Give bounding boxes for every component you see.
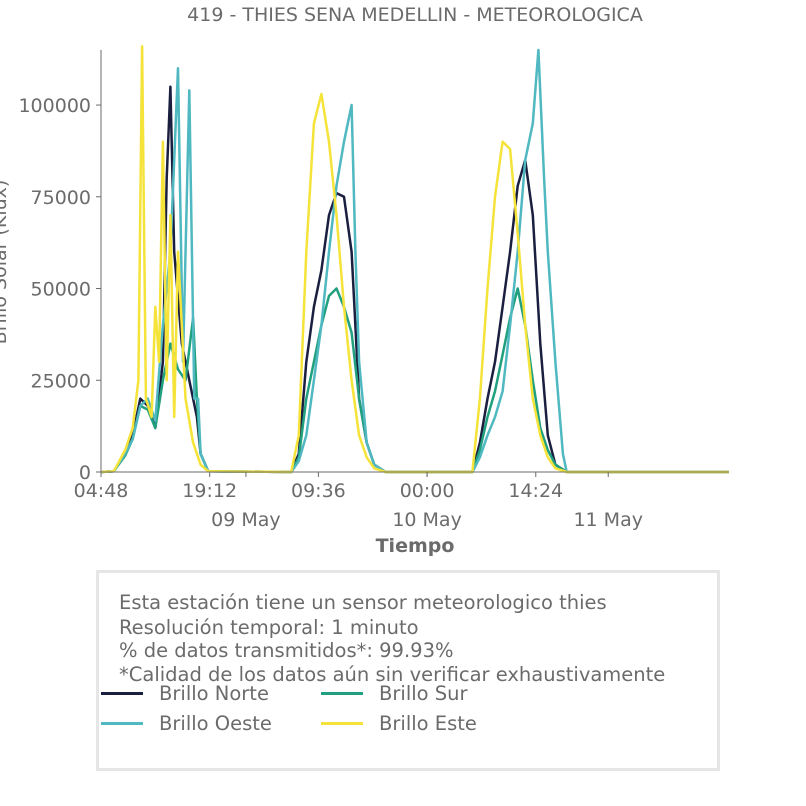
legend-label-brillo-norte: Brillo Norte (159, 681, 269, 705)
x-date-label: 09 May (211, 509, 281, 531)
y-tick-label: 0 (79, 462, 91, 484)
y-tick-label: 75000 (31, 187, 91, 209)
legend-item-brillo-este[interactable]: Brillo Este (321, 710, 477, 736)
x-tick-label: 04:48 (74, 480, 129, 502)
x-date-label: 10 May (392, 509, 462, 531)
legend-label-brillo-este: Brillo Este (379, 711, 477, 735)
legend-item-brillo-sur[interactable]: Brillo Sur (321, 680, 468, 706)
y-tick-label: 100000 (18, 95, 91, 117)
x-tick-label: 19:12 (182, 480, 237, 502)
series-line-brillo-norte (100, 85, 729, 474)
legend-swatch-brillo-oeste (101, 721, 143, 725)
axes-layer: 0 25000 50000 75000 100000 04:48 19:12 09:36 00:… (18, 50, 729, 531)
series-line-brillo-oeste (100, 48, 729, 474)
y-axis-title: Brillo Solar (Klux) (0, 180, 11, 345)
data-transmitted: % de datos transmitidos*: 99.93% (119, 639, 454, 662)
x-tick-label: 09:36 (291, 480, 346, 502)
legend-label-brillo-sur: Brillo Sur (379, 681, 468, 705)
legend-label-brillo-oeste: Brillo Oeste (159, 711, 272, 735)
series-layer (100, 45, 729, 474)
info-box: Esta estación tiene un sensor meteorolog… (96, 570, 720, 771)
x-tick-label: 00:00 (400, 480, 455, 502)
temporal-resolution: Resolución temporal: 1 minuto (119, 616, 419, 639)
legend-item-brillo-norte[interactable]: Brillo Norte (101, 680, 269, 706)
series-line-brillo-sur (100, 287, 729, 474)
legend-item-brillo-oeste[interactable]: Brillo Oeste (101, 710, 272, 736)
x-date-label: 11 May (573, 509, 643, 531)
x-tick-label: 14:24 (508, 480, 563, 502)
legend-swatch-brillo-este (321, 721, 363, 725)
chart: 419 - THIES SENA MEDELLIN - METEOROLOGIC… (0, 4, 729, 557)
y-tick-label: 50000 (31, 279, 91, 301)
x-axis-title: Tiempo (376, 535, 455, 557)
data-quality-note: *Calidad de los datos aún sin verificar … (119, 663, 666, 686)
station-description: Esta estación tiene un sensor meteorolog… (119, 591, 607, 614)
chart-title: 419 - THIES SENA MEDELLIN - METEOROLOGIC… (187, 4, 643, 26)
y-tick-label: 25000 (31, 370, 91, 392)
legend-swatch-brillo-norte (101, 691, 143, 695)
series-line-brillo-este (100, 45, 729, 474)
legend-swatch-brillo-sur (321, 691, 363, 695)
